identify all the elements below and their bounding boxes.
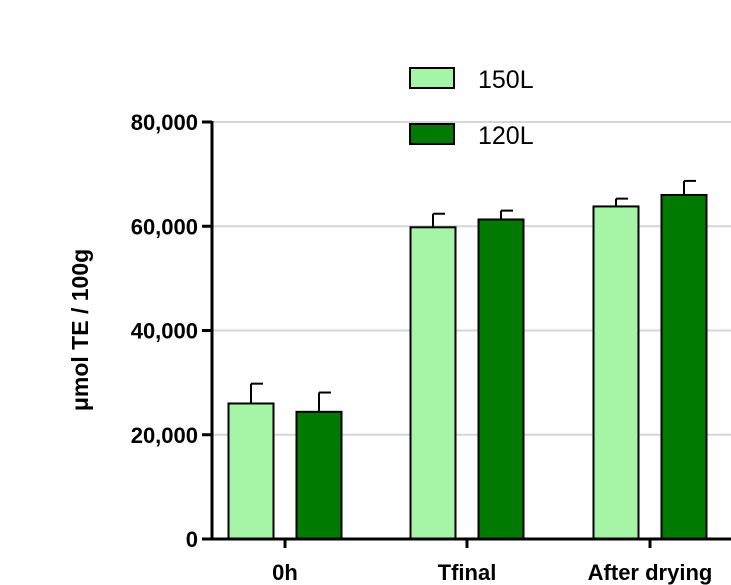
bars xyxy=(227,193,708,540)
bar-120L-after-drying xyxy=(660,193,708,540)
y-tick-label: 80,000 xyxy=(131,110,198,135)
y-tick-label: 60,000 xyxy=(131,214,198,239)
y-tick-label: 0 xyxy=(186,527,198,552)
bar-120L-tfinal xyxy=(477,218,525,540)
legend-swatch xyxy=(409,67,455,89)
error-bars xyxy=(250,179,696,412)
x-tick-label: Tfinal xyxy=(438,560,497,585)
gridlines xyxy=(212,121,731,436)
y-axis: 0 20,000 40,000 60,000 80,000 xyxy=(131,110,214,552)
x-tick-label: After drying xyxy=(588,560,713,585)
y-tick-label: 40,000 xyxy=(131,319,198,344)
legend-label: 150L xyxy=(478,66,534,94)
legend: 150L 120L xyxy=(409,66,534,150)
bar-120L-0h xyxy=(295,410,343,540)
y-axis-title: μmol TE / 100g xyxy=(67,249,93,411)
legend-label: 120L xyxy=(478,122,534,150)
legend-swatch xyxy=(409,123,455,145)
y-tick-label: 20,000 xyxy=(131,423,198,448)
bar-150L-after-drying xyxy=(592,205,640,540)
bar-150L-tfinal xyxy=(409,226,457,540)
x-axis: 0h Tfinal After drying xyxy=(202,537,731,585)
x-tick-label: 0h xyxy=(272,560,298,585)
bar-150L-0h xyxy=(227,402,275,540)
